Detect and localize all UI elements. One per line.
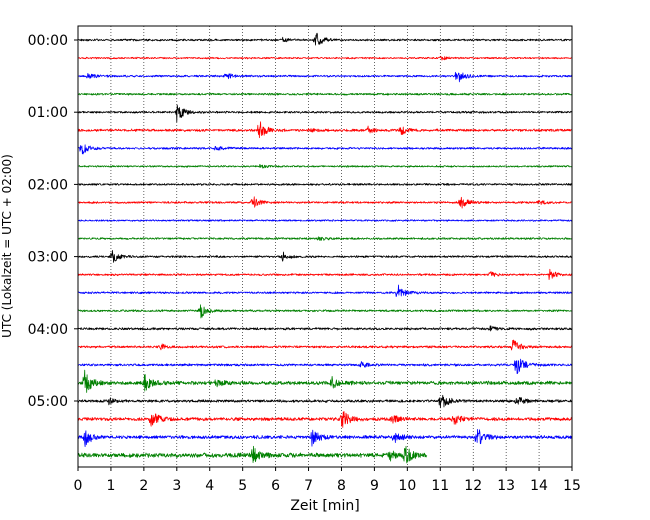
x-tick-label: 4 xyxy=(205,478,214,494)
trace-0045 xyxy=(77,92,573,96)
trace-0130 xyxy=(77,144,573,155)
x-axis-label: Zeit [min] xyxy=(290,498,359,514)
x-tick-label: 12 xyxy=(464,478,482,494)
x-tick-label: 15 xyxy=(563,478,581,494)
x-tick-label: 9 xyxy=(370,478,379,494)
trace-0330 xyxy=(77,284,573,298)
x-tick-label: 8 xyxy=(337,478,346,494)
trace-0145 xyxy=(77,163,573,169)
x-tick-label: 7 xyxy=(304,478,313,494)
y-tick-label: 04:00 xyxy=(28,322,68,338)
y-axis-label: UTC (Lokalzeit = UTC + 02:00) xyxy=(0,154,14,338)
x-tick-label: 1 xyxy=(106,478,115,494)
y-tick-label: 02:00 xyxy=(28,177,68,193)
trace-0515 xyxy=(77,410,573,428)
x-tick-label: 2 xyxy=(139,478,148,494)
trace-0500 xyxy=(77,394,573,409)
trace-0200 xyxy=(77,182,573,186)
y-tick-label: 03:00 xyxy=(28,250,68,266)
y-tick-label: 01:00 xyxy=(28,105,68,121)
trace-0315 xyxy=(77,268,573,281)
x-tick-label: 11 xyxy=(431,478,449,494)
trace-0300 xyxy=(77,249,573,263)
trace-0100 xyxy=(77,104,573,123)
seismic-traces xyxy=(77,32,573,464)
x-tick-label: 6 xyxy=(271,478,280,494)
trace-0000 xyxy=(77,32,573,46)
x-tick-label: 10 xyxy=(398,478,416,494)
x-tick-label: 0 xyxy=(74,478,83,494)
trace-0400 xyxy=(77,325,573,332)
y-tick-label: 05:00 xyxy=(28,394,68,410)
x-tick-label: 14 xyxy=(530,478,548,494)
trace-0430 xyxy=(77,358,573,374)
trace-0115 xyxy=(77,121,573,139)
trace-0445 xyxy=(77,369,573,393)
x-axis: 0 1 2 3 4 5 6 7 8 9 10 11 12 13 14 15 xyxy=(74,467,581,494)
y-axis: 00:00 01:00 02:00 03:00 04:00 05:00 xyxy=(28,33,78,410)
plot-frame xyxy=(77,25,573,468)
x-tick-label: 3 xyxy=(172,478,181,494)
trace-0215 xyxy=(77,196,573,209)
trace-0415 xyxy=(77,339,573,351)
x-tick-label: 13 xyxy=(497,478,515,494)
trace-0345 xyxy=(77,304,573,319)
trace-0245 xyxy=(77,236,573,241)
y-tick-label: 00:00 xyxy=(28,33,68,49)
x-tick-label: 5 xyxy=(238,478,247,494)
trace-0015 xyxy=(77,55,573,61)
trace-0230 xyxy=(77,219,573,222)
trace-0030 xyxy=(77,71,573,83)
trace-0545 xyxy=(77,445,428,464)
trace-0530 xyxy=(77,428,573,448)
